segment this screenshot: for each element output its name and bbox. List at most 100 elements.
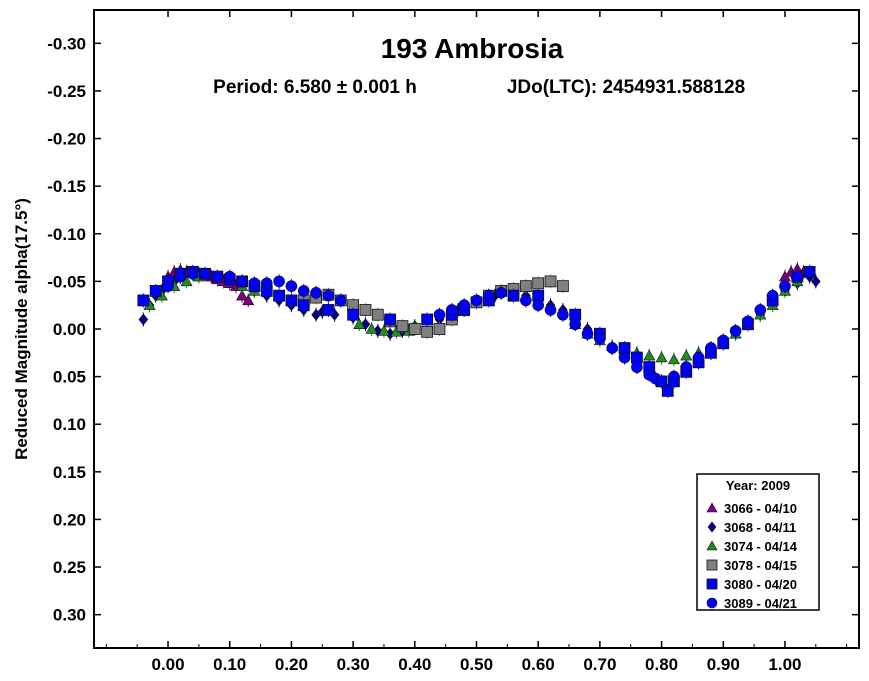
data-point-diamond — [138, 313, 149, 326]
x-tick-label: 0.00 — [151, 655, 184, 674]
y-tick-label: 0.20 — [53, 510, 86, 529]
data-point-square — [359, 304, 372, 316]
data-point-circle — [199, 267, 211, 280]
data-point-circle — [248, 277, 261, 290]
data-points — [137, 262, 821, 398]
y-tick-label: 0.25 — [53, 558, 86, 577]
y-tick-label: 0.30 — [53, 606, 86, 625]
data-point-circle — [322, 289, 335, 302]
y-tick-label: -0.05 — [47, 272, 86, 291]
data-point-circle — [162, 280, 174, 292]
x-tick-label: 0.30 — [337, 655, 370, 674]
y-axis-ticks: -0.30 -0.25 -0.20 -0.15 -0.10 -0.05 0.00 0.05 0.… — [47, 34, 859, 625]
data-point-square — [285, 294, 298, 307]
data-point-circle — [791, 270, 804, 283]
y-tick-label: -0.15 — [47, 177, 86, 196]
data-point-square — [137, 294, 150, 307]
x-tick-label: 0.20 — [275, 655, 308, 674]
data-point-circle — [532, 299, 544, 311]
data-point-circle — [717, 334, 730, 347]
data-point-triangle — [236, 289, 249, 301]
data-point-circle — [766, 289, 779, 302]
data-point-circle — [569, 318, 582, 331]
chart-subtitle-period: Period: 6.580 ± 0.001 h — [213, 77, 417, 98]
data-point-square — [421, 325, 434, 338]
data-point-circle — [223, 270, 236, 283]
data-point-circle — [285, 280, 298, 292]
data-point-circle — [310, 287, 322, 299]
data-point-triangle — [680, 349, 693, 361]
data-point-circle — [631, 361, 643, 373]
y-tick-label: 0.00 — [53, 320, 86, 339]
data-point-triangle — [377, 324, 390, 336]
data-point-square — [433, 323, 446, 335]
data-point-triangle — [242, 294, 255, 306]
y-tick-label: -0.25 — [47, 82, 86, 101]
x-tick-label: 0.70 — [583, 655, 616, 674]
data-point-circle — [692, 351, 705, 364]
data-point-circle — [544, 304, 557, 316]
data-point-circle — [211, 270, 224, 283]
data-point-circle — [483, 289, 495, 302]
data-point-square — [421, 313, 434, 326]
legend-marker-triangle — [706, 502, 718, 513]
y-tick-label: 0.15 — [53, 463, 86, 482]
y-tick-label: -0.20 — [47, 130, 86, 149]
data-point-square — [384, 313, 397, 326]
data-point-circle — [557, 308, 569, 321]
data-point-circle — [260, 277, 273, 290]
chart-subtitle-epoch: JDo(LTC): 2454931.588128 — [507, 77, 745, 98]
data-point-circle — [458, 299, 470, 311]
data-point-circle — [433, 308, 446, 321]
data-point-circle — [495, 287, 507, 299]
legend-marker-triangle — [706, 540, 718, 551]
data-point-square — [396, 320, 409, 333]
data-point-square — [273, 289, 285, 302]
data-point-circle — [779, 280, 791, 292]
legend-items: 3066 - 04/10 3068 - 04/11 3074 - 04/14 3078… — [706, 501, 798, 611]
x-tick-label: 0.10 — [213, 655, 246, 674]
data-point-circle — [668, 370, 680, 383]
x-tick-label: 0.60 — [522, 655, 555, 674]
data-point-triangle — [655, 351, 668, 363]
data-point-circle — [729, 325, 742, 337]
x-tick-label: 1.00 — [768, 655, 801, 674]
y-tick-label: 0.05 — [53, 368, 86, 387]
legend: Year: 2009 3066 - 04/10 3068 - 04/11 3074 … — [696, 473, 820, 611]
data-point-circle — [174, 270, 187, 283]
data-point-circle — [334, 294, 347, 307]
data-point-square — [519, 280, 532, 293]
data-point-triangle — [353, 318, 366, 329]
legend-entry-label: 3080 - 04/20 — [724, 577, 797, 592]
x-axis-ticks: 0.00 0.10 0.20 0.30 0.40 0.50 0.60 0.70 0.80 0.90… — [105, 10, 848, 674]
y-axis-label: Reduced Magnitude alpha(17.5°) — [12, 198, 31, 460]
data-point-circle — [594, 332, 606, 345]
data-point-circle — [470, 294, 483, 307]
legend-entry-label: 3066 - 04/10 — [724, 501, 797, 516]
data-point-circle — [680, 361, 693, 373]
data-point-circle — [581, 327, 594, 340]
x-tick-label: 0.90 — [707, 655, 740, 674]
x-tick-label: 0.80 — [645, 655, 678, 674]
data-point-circle — [803, 266, 816, 278]
data-point-circle — [236, 275, 248, 288]
legend-marker-square — [706, 559, 718, 571]
data-point-square — [532, 277, 545, 290]
data-point-circle — [520, 294, 532, 307]
data-point-square — [544, 275, 557, 288]
data-point-circle — [754, 304, 767, 316]
data-point-triangle — [643, 349, 656, 361]
y-tick-label: -0.10 — [47, 225, 86, 244]
data-point-circle — [606, 342, 619, 354]
x-tick-label: 0.50 — [460, 655, 493, 674]
data-point-diamond — [811, 275, 821, 288]
legend-entry-label: 3078 - 04/15 — [724, 558, 797, 573]
legend-marker-square — [706, 578, 718, 590]
data-point-circle — [446, 304, 458, 316]
data-point-square — [347, 308, 360, 321]
data-point-square — [661, 384, 674, 397]
data-point-square — [297, 299, 310, 312]
data-point-circle — [618, 351, 631, 364]
data-point-circle — [655, 375, 668, 388]
